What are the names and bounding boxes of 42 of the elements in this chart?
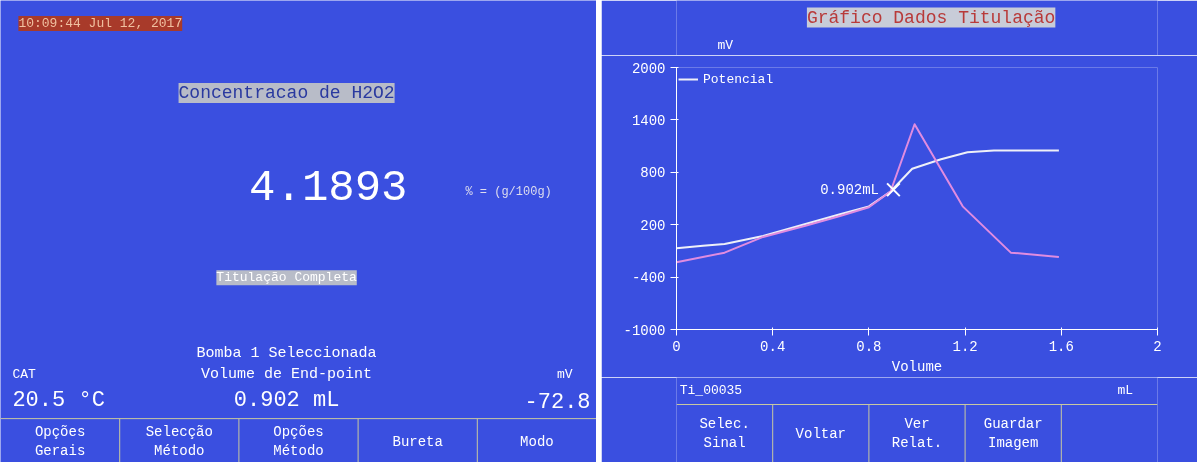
text: Modo [520, 433, 554, 450]
text: Opções Método [273, 424, 324, 460]
line-series [676, 123, 1060, 264]
x-tick-label: 2 [1153, 338, 1162, 355]
text: Bureta [392, 433, 443, 450]
text: Ti_00035 [679, 383, 743, 398]
text: Titulação Completa [216, 270, 357, 286]
text: Opções Gerais [34, 424, 86, 460]
y-tick-label: -400 [631, 270, 666, 287]
text: Ver Relat. [891, 415, 943, 452]
text: Bomba 1 Seleccionada [196, 345, 377, 363]
y-tick-label: 200 [640, 217, 666, 234]
y-tick-label: 800 [640, 165, 666, 182]
x-tick-label: 0 [672, 338, 681, 355]
text: 20.5 °C [12, 387, 105, 413]
text: Voltar [795, 425, 847, 442]
legend-label: Potencial [703, 71, 774, 87]
text: Concentracao de H2O2 [178, 82, 395, 103]
text: 0.902 mL [233, 387, 340, 413]
text: Guardar Imagem [983, 415, 1043, 452]
text: Volume de End-point [201, 366, 373, 384]
y-tick-label: 1400 [631, 112, 666, 129]
chart-title: Gráfico Dados Titulação [806, 7, 1056, 28]
x-tick-label: 1.6 [1048, 338, 1074, 355]
text: 10:09:44 Jul 12, 2017 [18, 16, 183, 32]
y-tick-label: 2000 [631, 60, 666, 77]
x-tick-label: 0.8 [856, 338, 882, 355]
text: Selec. Sinal [699, 415, 750, 452]
text: mL [1117, 383, 1134, 398]
annotation: 0.902mL [820, 181, 879, 198]
text: Selecção Método [145, 424, 213, 460]
text: CAT [12, 367, 37, 383]
y-axis-title: mV [717, 38, 734, 53]
x-tick-label: 1.2 [952, 338, 978, 355]
text: mV [557, 367, 573, 383]
text: % = (g/100g) [465, 185, 552, 200]
y-tick-label: -1000 [623, 322, 666, 339]
x-tick-label: 0.4 [760, 338, 786, 355]
x-axis-title: Volume [891, 358, 943, 375]
text: 4.1893 [249, 162, 408, 213]
line-series [676, 149, 1060, 250]
text: -72.8 [524, 389, 591, 415]
